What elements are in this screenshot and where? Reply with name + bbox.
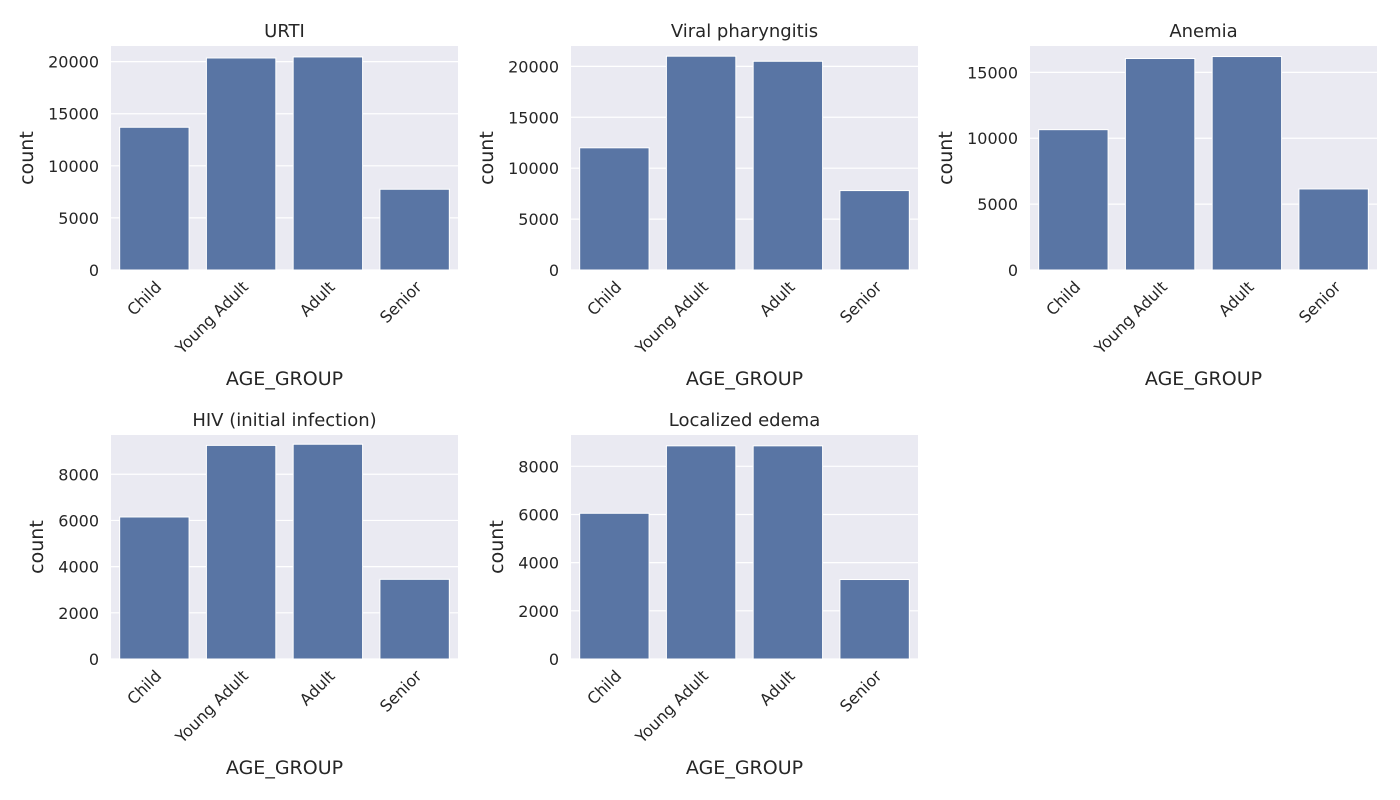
bar-child bbox=[1038, 129, 1109, 271]
bar-child bbox=[579, 147, 650, 271]
y-tick-label: 0 bbox=[89, 261, 99, 280]
y-tick-label: 10000 bbox=[967, 129, 1018, 148]
subplot-title: Viral pharyngitis bbox=[671, 21, 818, 42]
y-tick-label: 15000 bbox=[508, 108, 559, 127]
subplot-4: 0 2000 4000 6000 8000 Child Young Adult Adult Se… bbox=[26, 410, 458, 779]
bar-young-adult bbox=[665, 445, 737, 660]
bar-child bbox=[579, 512, 650, 660]
bar-senior bbox=[839, 579, 910, 660]
x-tick-label: Adult bbox=[296, 666, 339, 709]
x-tick-label: Adult bbox=[296, 277, 339, 320]
subplot-2: 0 5000 10000 15000 20000 Child Young Adult Adul… bbox=[476, 21, 918, 390]
y-axis-label: count bbox=[935, 131, 957, 185]
bar-child bbox=[119, 516, 190, 660]
bar-adult bbox=[752, 445, 824, 660]
y-tick-label: 15000 bbox=[48, 105, 99, 124]
y-tick-label: 0 bbox=[89, 650, 99, 669]
x-tick-label: Young Adult bbox=[171, 277, 252, 358]
y-tick-label: 4000 bbox=[518, 554, 559, 573]
x-tick-label: Child bbox=[123, 666, 165, 708]
bar-young-adult bbox=[205, 444, 277, 660]
bar-senior bbox=[839, 190, 910, 271]
x-tick-label: Senior bbox=[376, 666, 426, 716]
y-tick-label: 0 bbox=[549, 261, 559, 280]
subplot-title: URTI bbox=[264, 21, 305, 42]
y-tick-label: 6000 bbox=[58, 511, 99, 530]
bar-adult bbox=[292, 56, 364, 271]
y-axis-label: count bbox=[486, 520, 508, 574]
y-tick-label: 0 bbox=[1008, 261, 1018, 280]
x-axis-label: AGE_GROUP bbox=[686, 368, 803, 390]
bar-child bbox=[119, 126, 190, 271]
x-axis-label: AGE_GROUP bbox=[226, 757, 343, 779]
bar-adult bbox=[752, 60, 824, 271]
x-tick-label: Young Adult bbox=[631, 277, 712, 358]
subplot-title: HIV (initial infection) bbox=[192, 410, 376, 431]
x-tick-label: Young Adult bbox=[1090, 277, 1171, 358]
x-tick-label: Adult bbox=[756, 666, 799, 709]
subplot-title: Localized edema bbox=[669, 410, 820, 431]
bar-senior bbox=[1298, 188, 1369, 271]
subplot-5: 0 2000 4000 6000 8000 Child Young Adult Adult Se… bbox=[486, 410, 918, 779]
x-tick-label: Senior bbox=[1295, 277, 1345, 327]
bar-senior bbox=[379, 578, 450, 660]
x-tick-label: Senior bbox=[836, 666, 886, 716]
bar-adult bbox=[1211, 56, 1283, 271]
subplot-1: 0 5000 10000 15000 20000 Child Young Adult Adul… bbox=[16, 21, 458, 390]
x-tick-label: Senior bbox=[376, 277, 426, 327]
y-tick-label: 5000 bbox=[518, 210, 559, 229]
y-tick-label: 5000 bbox=[58, 209, 99, 228]
y-tick-label: 20000 bbox=[48, 53, 99, 72]
bar-young-adult bbox=[665, 55, 737, 271]
y-axis-label: count bbox=[16, 131, 38, 185]
x-axis-label: AGE_GROUP bbox=[686, 757, 803, 779]
y-tick-label: 10000 bbox=[508, 159, 559, 178]
bar-senior bbox=[379, 188, 450, 271]
y-tick-label: 0 bbox=[549, 650, 559, 669]
x-tick-label: Adult bbox=[756, 277, 799, 320]
y-tick-label: 20000 bbox=[508, 57, 559, 76]
x-tick-label: Young Adult bbox=[631, 666, 712, 747]
x-tick-label: Senior bbox=[836, 277, 886, 327]
x-axis-label: AGE_GROUP bbox=[226, 368, 343, 390]
x-tick-label: Child bbox=[1042, 277, 1084, 319]
x-tick-label: Adult bbox=[1215, 277, 1258, 320]
bar-adult bbox=[292, 443, 364, 660]
bar-young-adult bbox=[205, 57, 277, 271]
y-tick-label: 8000 bbox=[518, 457, 559, 476]
x-tick-label: Child bbox=[123, 277, 165, 319]
y-axis-label: count bbox=[26, 520, 48, 574]
x-tick-label: Child bbox=[583, 277, 625, 319]
y-tick-label: 8000 bbox=[58, 465, 99, 484]
y-tick-label: 5000 bbox=[977, 195, 1018, 214]
bar-young-adult bbox=[1124, 58, 1196, 271]
x-tick-label: Young Adult bbox=[171, 666, 252, 747]
y-tick-label: 4000 bbox=[58, 558, 99, 577]
y-tick-label: 2000 bbox=[518, 602, 559, 621]
y-tick-label: 15000 bbox=[967, 63, 1018, 82]
x-tick-label: Child bbox=[583, 666, 625, 708]
y-tick-label: 10000 bbox=[48, 157, 99, 176]
y-axis-label: count bbox=[476, 131, 498, 185]
y-tick-label: 6000 bbox=[518, 505, 559, 524]
y-tick-label: 2000 bbox=[58, 604, 99, 623]
x-axis-label: AGE_GROUP bbox=[1145, 368, 1262, 390]
subplot-3: 0 5000 10000 15000 Child Young Adult Adult Seni… bbox=[935, 21, 1377, 390]
subplot-title: Anemia bbox=[1169, 21, 1237, 42]
